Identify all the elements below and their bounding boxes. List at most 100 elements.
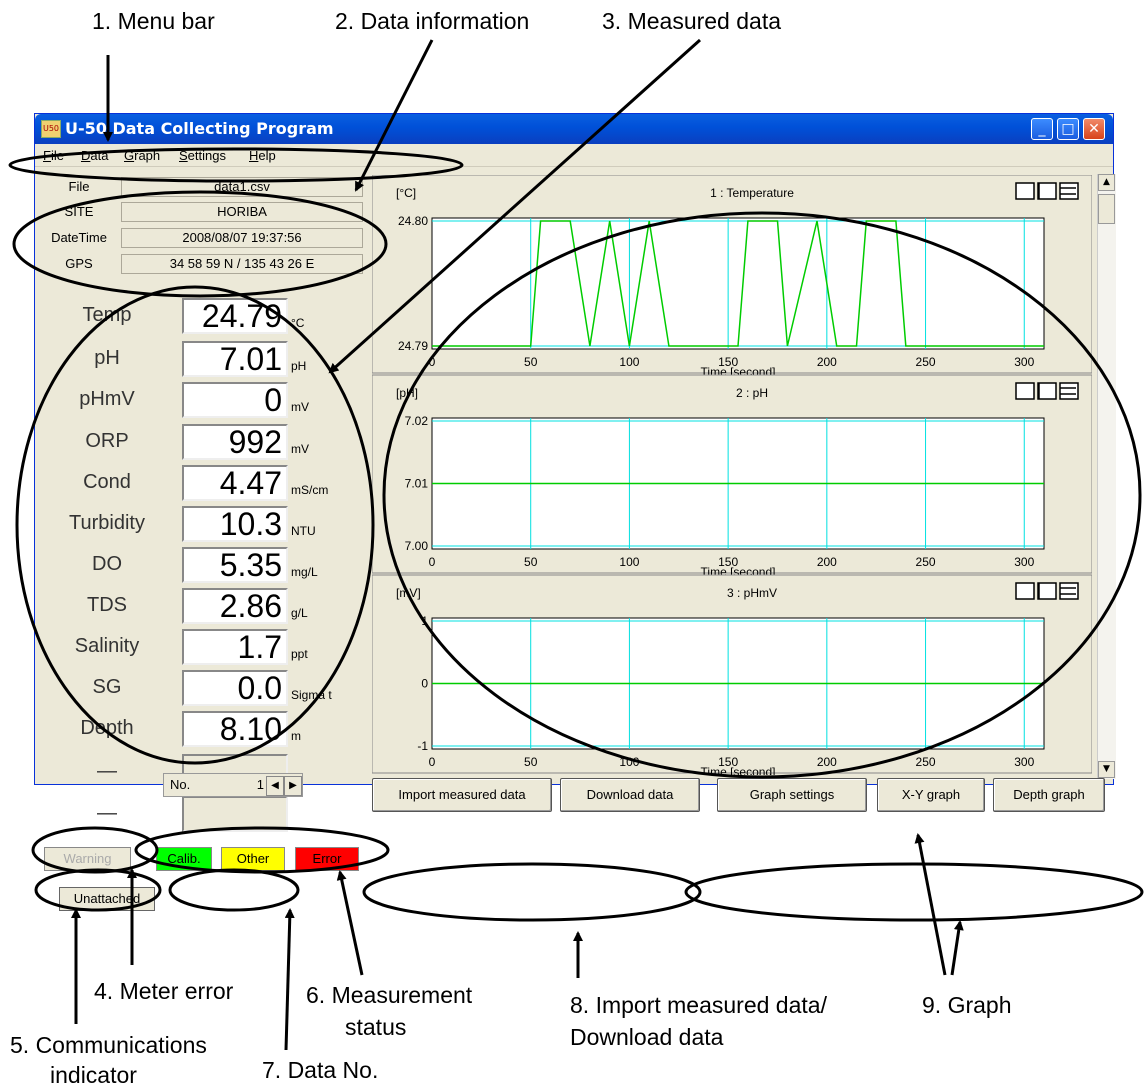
data-no-label: No. bbox=[170, 777, 191, 792]
x-tick-label: 300 bbox=[1014, 555, 1034, 569]
window-title: U-50 Data Collecting Program bbox=[65, 119, 334, 138]
measurement-value: 24.79 bbox=[182, 298, 288, 334]
measurement-value: 992 bbox=[182, 424, 288, 460]
menu-settings[interactable]: Settings bbox=[179, 148, 226, 163]
graph-settings-button[interactable]: Graph settings bbox=[717, 778, 867, 812]
graph-scrollbar[interactable]: ▲ ▼ bbox=[1097, 174, 1116, 779]
plot-area bbox=[431, 217, 1045, 350]
y-tick-label: 7.00 bbox=[405, 539, 429, 553]
y-tick-label: 1 bbox=[421, 614, 428, 628]
measurement-value: 5.35 bbox=[182, 547, 288, 583]
x-tick-label: 300 bbox=[1014, 355, 1034, 369]
x-tick-label: 50 bbox=[524, 755, 538, 769]
x-tick-label: 200 bbox=[817, 555, 837, 569]
close-button[interactable]: ✕ bbox=[1083, 118, 1105, 140]
x-axis-label: Time [second] bbox=[701, 765, 776, 775]
measurement-value: 8.10 bbox=[182, 711, 288, 747]
x-tick-label: 250 bbox=[916, 555, 936, 569]
graph-title: 1 : Temperature bbox=[710, 186, 794, 200]
measurement-label: Temp bbox=[82, 304, 132, 326]
measurement-label: pHmV bbox=[79, 388, 135, 410]
menu-file[interactable]: File bbox=[43, 148, 64, 163]
import-download-ellipse bbox=[362, 862, 702, 922]
data-no-group: No. 1 ◀ ▶ bbox=[163, 773, 303, 797]
measurement-value: 0.0 bbox=[182, 670, 288, 706]
gps-label: GPS bbox=[65, 256, 93, 271]
layout-toggle-icon bbox=[1037, 182, 1057, 200]
measurement-value: 0 bbox=[182, 382, 288, 418]
next-arrow-icon[interactable]: ▶ bbox=[284, 776, 302, 796]
measurement-unit: mV bbox=[291, 400, 309, 414]
prev-arrow-icon[interactable]: ◀ bbox=[266, 776, 284, 796]
x-tick-label: 100 bbox=[619, 755, 639, 769]
graph-buttons-ellipse bbox=[684, 862, 1144, 922]
measurement-label: Salinity bbox=[74, 635, 140, 657]
measurement-unit: g/L bbox=[291, 606, 308, 620]
measurement-value: 10.3 bbox=[182, 506, 288, 542]
measurement-unit: mS/cm bbox=[291, 483, 329, 497]
callout-data-information: 2. Data information bbox=[335, 8, 530, 34]
measurement-label: Cond bbox=[83, 471, 131, 493]
measurement-label: SG bbox=[92, 676, 122, 698]
x-tick-label: 250 bbox=[916, 755, 936, 769]
data-no-value: 1 bbox=[256, 777, 264, 792]
callout-communications-indicator-2: indicator bbox=[50, 1062, 137, 1088]
datetime-value: 2008/08/07 19:37:56 bbox=[121, 228, 363, 248]
x-tick-label: 200 bbox=[817, 755, 837, 769]
callout-communications-indicator-1: 5. Communications bbox=[10, 1032, 207, 1058]
graph-area: [°C] 1 : Temperature 0 50 100 150 200 250 300 24.… bbox=[371, 174, 1093, 779]
y-tick-label: 24.79 bbox=[398, 339, 428, 353]
x-tick-label: 250 bbox=[916, 355, 936, 369]
menu-data[interactable]: Data bbox=[81, 148, 109, 163]
app-window: U50 U-50 Data Collecting Program _ □ ✕ F… bbox=[34, 113, 1116, 911]
layout-toggle-icon bbox=[1037, 382, 1057, 400]
layout-toggle-icon bbox=[1059, 382, 1079, 400]
minimize-button[interactable]: _ bbox=[1031, 118, 1053, 140]
y-tick-label: 7.02 bbox=[405, 414, 429, 428]
error-status: Error bbox=[295, 847, 359, 871]
arrow-graph-1 bbox=[914, 833, 947, 976]
menu-help[interactable]: Help bbox=[249, 148, 276, 163]
scroll-down-icon[interactable]: ▼ bbox=[1098, 761, 1115, 778]
depth-graph-button[interactable]: Depth graph bbox=[993, 778, 1105, 812]
y-tick-label: -1 bbox=[417, 739, 428, 753]
maximize-button[interactable]: □ bbox=[1057, 118, 1079, 140]
layout-toggle-icon bbox=[1059, 582, 1079, 600]
measurement-unit: NTU bbox=[291, 524, 316, 538]
measurement-unit: mg/L bbox=[291, 565, 318, 579]
callout-import-download-1: 8. Import measured data/ bbox=[570, 992, 827, 1018]
x-tick-label: 50 bbox=[524, 555, 538, 569]
callout-measured-data: 3. Measured data bbox=[602, 8, 782, 34]
layout-toggle-icon bbox=[1015, 582, 1035, 600]
graph-unit-label: [mV] bbox=[396, 586, 421, 600]
measurement-value: 2.86 bbox=[182, 588, 288, 624]
download-data-button[interactable]: Download data bbox=[560, 778, 700, 812]
site-value: HORIBA bbox=[121, 202, 363, 222]
import-measured-data-button[interactable]: Import measured data bbox=[372, 778, 552, 812]
x-tick-label: 100 bbox=[619, 555, 639, 569]
measurement-value: 1.7 bbox=[182, 629, 288, 665]
measurement-unit: °C bbox=[291, 316, 305, 330]
graph-unit-label: [°C] bbox=[396, 186, 416, 200]
layout-toggle-icon bbox=[1015, 382, 1035, 400]
x-tick-label: 0 bbox=[429, 355, 436, 369]
arrow-measurement-status bbox=[336, 870, 364, 976]
measurement-label: — bbox=[97, 760, 117, 782]
measurement-label: pH bbox=[94, 347, 120, 369]
callout-import-download-2: Download data bbox=[570, 1024, 724, 1050]
scroll-up-icon[interactable]: ▲ bbox=[1098, 174, 1115, 191]
x-tick-label: 100 bbox=[619, 355, 639, 369]
measurement-unit: ppt bbox=[291, 647, 308, 661]
scroll-thumb[interactable] bbox=[1098, 194, 1115, 224]
y-tick-label: 0 bbox=[421, 677, 428, 691]
xy-graph-button[interactable]: X-Y graph bbox=[877, 778, 985, 812]
measurement-unit: Sigma t bbox=[291, 688, 332, 702]
x-tick-label: 50 bbox=[524, 355, 538, 369]
menu-graph[interactable]: Graph bbox=[124, 148, 161, 163]
measurement-label: ORP bbox=[85, 430, 129, 452]
measurement-value: 7.01 bbox=[182, 341, 288, 377]
app-icon: U50 bbox=[41, 120, 61, 138]
layout-toggle-icon bbox=[1015, 182, 1035, 200]
callout-data-no: 7. Data No. bbox=[262, 1057, 379, 1083]
graph-title: 2 : pH bbox=[736, 386, 768, 400]
